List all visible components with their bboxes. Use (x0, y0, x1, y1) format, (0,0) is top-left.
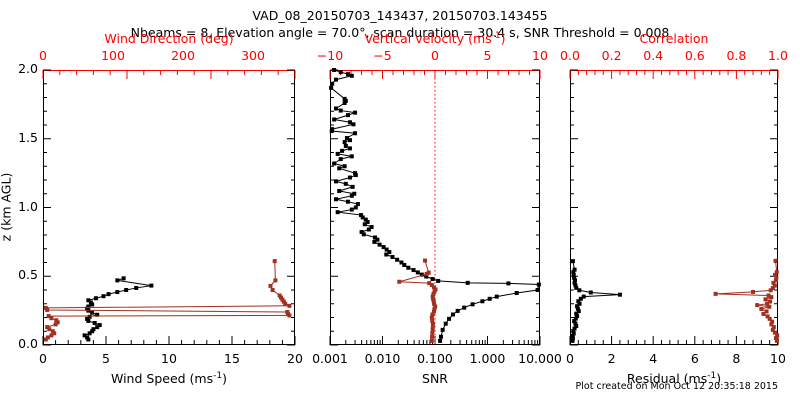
top-axis-label-snr: Vertical velocity (ms-1) (364, 31, 506, 47)
plot-timestamp: Plot created on Mon Oct 12 20:35:18 2015 (575, 381, 778, 392)
x-tick-wind-0: 0 (39, 351, 47, 366)
panel-snr-plot (329, 68, 541, 346)
x-tick-snr-0.100: 0.100 (417, 351, 453, 366)
x-tick-snr-1.000: 1.000 (469, 351, 506, 366)
x-tick-wind-10: 10 (161, 351, 177, 366)
top-tick-snr-5: 5 (483, 48, 492, 63)
top-tick-residual-1.0: 1.0 (768, 48, 788, 63)
y-tick-2.0: 2.0 (18, 61, 38, 76)
x-tick-snr-0.001: 0.001 (312, 351, 348, 366)
x-tick-residual-2: 2 (607, 351, 616, 366)
top-axis-label-wind: Wind Direction (deg) (104, 31, 234, 46)
top-tick-wind-300: 300 (241, 48, 265, 63)
y-tick-0.0: 0.0 (18, 336, 38, 351)
bottom-axis-label-residual: Residual (ms-1) (626, 371, 722, 387)
panel-wind-plot (42, 69, 296, 346)
top-tick-snr-10: 10 (532, 48, 548, 63)
series-residual-correlation (713, 258, 780, 343)
top-tick-residual-0.4: 0.4 (643, 48, 664, 63)
top-tick-snr--10: −10 (316, 48, 344, 63)
top-tick-residual-0.0: 0.0 (560, 48, 580, 63)
x-tick-wind-15: 15 (224, 351, 240, 366)
y-tick-0.5: 0.5 (18, 267, 38, 283)
series-wind-wind-speed (82, 276, 154, 342)
top-tick-snr-0: 0 (431, 48, 439, 63)
x-tick-residual-10: 10 (770, 351, 786, 366)
top-tick-residual-0.8: 0.8 (726, 48, 747, 63)
series-wind-wind-direction (43, 259, 292, 342)
x-tick-wind-5: 5 (102, 351, 110, 366)
top-tick-wind-100: 100 (101, 48, 125, 63)
top-axis-label-residual: Correlation (639, 31, 709, 46)
bottom-axis-label-wind: Wind Speed (ms-1) (111, 371, 227, 387)
top-tick-residual-0.6: 0.6 (684, 48, 705, 63)
top-tick-residual-0.2: 0.2 (601, 48, 622, 63)
x-tick-residual-4: 4 (649, 351, 658, 366)
figure-title: VAD_08_20150703_143437, 20150703.143455 (252, 8, 548, 23)
y-axis-label: z (km AGL) (0, 172, 14, 242)
x-tick-residual-0: 0 (566, 351, 574, 366)
y-tick-1.0: 1.0 (18, 198, 38, 214)
x-tick-wind-20: 20 (287, 351, 303, 366)
series-snr-snr (329, 68, 541, 343)
y-tick-1.5: 1.5 (18, 129, 38, 145)
panel-residual (569, 69, 780, 346)
top-tick-snr--5: −5 (373, 48, 392, 63)
panel-wind-frame (43, 70, 295, 345)
bottom-axis-label-snr: SNR (422, 371, 448, 386)
top-tick-wind-200: 200 (171, 48, 195, 63)
x-tick-snr-0.010: 0.010 (364, 351, 401, 366)
panel-residual-frame (570, 70, 778, 345)
series-residual-residual (570, 259, 622, 343)
x-tick-residual-8: 8 (732, 351, 741, 366)
figure-subtitle: Nbeams = 8, Elevation angle = 70.0°, sca… (130, 25, 670, 40)
panel-snr (329, 68, 541, 346)
top-tick-wind-0: 0 (39, 48, 47, 63)
panel-wind (42, 69, 296, 346)
series-snr-vertical-velocity (397, 258, 438, 343)
panel-residual-plot (569, 69, 780, 346)
x-tick-snr-10.000: 10.000 (518, 351, 562, 366)
x-tick-residual-6: 6 (690, 351, 699, 366)
